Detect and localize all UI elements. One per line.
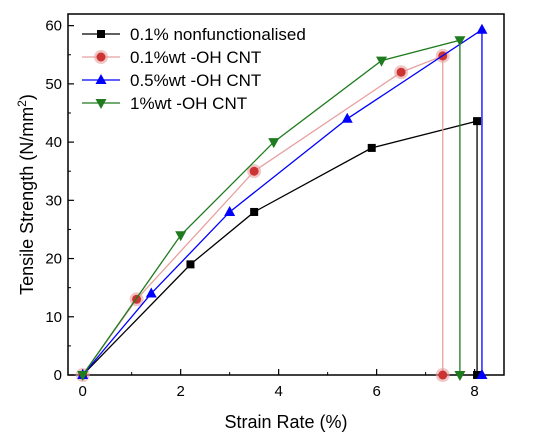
data-point [476, 23, 488, 34]
data-point [476, 369, 488, 379]
data-point [396, 67, 406, 77]
x-tick-label: 6 [372, 383, 380, 400]
legend-item: 0.1%wt -OH CNT [82, 48, 261, 67]
data-point [224, 205, 236, 216]
legend: 0.1% nonfunctionalised 0.1%wt -OH CNT 0.5%… [82, 25, 306, 113]
legend-label: 0.1% nonfunctionalised [130, 25, 306, 44]
legend-item: 0.5%wt -OH CNT [82, 71, 261, 90]
y-axis-title: Tensile Strength (N/mm2) [15, 94, 37, 295]
data-point [95, 74, 107, 84]
data-point [268, 138, 280, 149]
y-tick-label: 50 [45, 76, 62, 93]
y-tick-label: 60 [45, 18, 62, 35]
series-4 [77, 36, 466, 381]
series-layer [75, 23, 488, 382]
y-tick-label: 10 [45, 309, 62, 326]
data-point [77, 371, 89, 381]
data-point [97, 30, 105, 38]
data-point [145, 287, 157, 298]
legend-item: 0.1% nonfunctionalised [82, 25, 306, 44]
legend-label: 1%wt -OH CNT [130, 94, 247, 113]
x-tick-label: 4 [274, 383, 282, 400]
data-point [376, 56, 388, 67]
data-point [473, 117, 482, 126]
data-point [250, 207, 259, 216]
legend-label: 0.1%wt -OH CNT [130, 48, 261, 67]
data-point [454, 371, 466, 381]
series-line [82, 39, 461, 376]
x-tick-label: 0 [79, 383, 87, 400]
y-axis-title-superscript: 2 [15, 100, 29, 107]
x-tick-label: 8 [470, 383, 478, 400]
y-tick-label: 20 [45, 251, 62, 268]
legend-label: 0.5%wt -OH CNT [130, 71, 261, 90]
data-point [186, 260, 195, 269]
y-tick-label: 40 [45, 134, 62, 151]
data-point [367, 143, 376, 152]
x-axis-title: Strain Rate (%) [224, 412, 347, 432]
axis-ticks: 0 2 4 6 8 0 10 20 30 40 50 60 [45, 18, 478, 400]
series-line [82, 120, 478, 376]
y-axis-title-suffix: ) [17, 94, 37, 100]
plot-border [67, 13, 505, 376]
data-point [438, 370, 448, 380]
data-point [249, 166, 259, 176]
data-point [175, 231, 187, 242]
data-point [96, 52, 106, 62]
data-point [341, 112, 353, 123]
series-1 [78, 117, 482, 379]
y-axis-title-main: Tensile Strength (N/mm [17, 107, 37, 295]
series-line [82, 28, 483, 376]
x-tick-label: 2 [177, 383, 185, 400]
plot-frame [67, 13, 505, 376]
legend-item: 1%wt -OH CNT [82, 94, 247, 113]
data-point [95, 99, 107, 109]
data-point [454, 36, 466, 47]
y-tick-label: 0 [54, 367, 62, 384]
y-tick-label: 30 [45, 192, 62, 209]
data-point [473, 371, 482, 379]
